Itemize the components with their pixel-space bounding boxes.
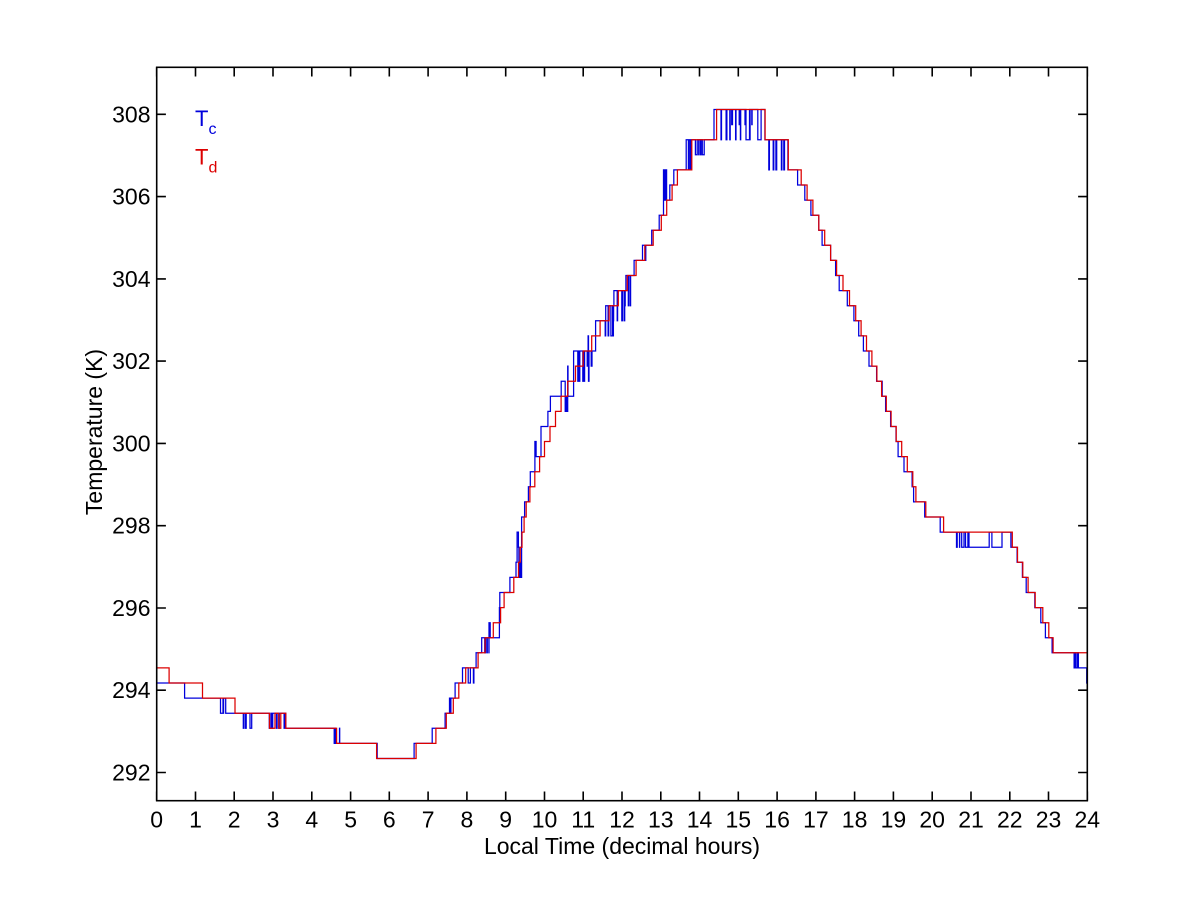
- svg-text:294: 294: [112, 677, 151, 703]
- svg-text:22: 22: [997, 807, 1023, 833]
- svg-text:20: 20: [919, 807, 945, 833]
- svg-text:300: 300: [112, 430, 150, 456]
- svg-text:12: 12: [609, 807, 635, 833]
- svg-text:21: 21: [958, 807, 984, 833]
- svg-text:18: 18: [842, 807, 868, 833]
- svg-text:298: 298: [112, 513, 150, 539]
- svg-text:304: 304: [112, 266, 151, 292]
- svg-text:11: 11: [571, 807, 595, 833]
- svg-text:15: 15: [726, 807, 752, 833]
- svg-text:17: 17: [803, 807, 829, 833]
- svg-text:Temperature (K): Temperature (K): [81, 349, 107, 515]
- svg-text:2: 2: [228, 807, 241, 833]
- svg-text:23: 23: [1036, 807, 1062, 833]
- svg-text:5: 5: [344, 807, 357, 833]
- svg-text:1: 1: [189, 807, 202, 833]
- svg-text:8: 8: [461, 807, 474, 833]
- svg-text:4: 4: [305, 807, 318, 833]
- svg-text:10: 10: [532, 807, 558, 833]
- svg-text:19: 19: [881, 807, 907, 833]
- svg-text:24: 24: [1075, 807, 1101, 833]
- svg-text:Local Time (decimal hours): Local Time (decimal hours): [484, 833, 760, 859]
- svg-text:7: 7: [422, 807, 435, 833]
- svg-text:6: 6: [383, 807, 396, 833]
- svg-text:16: 16: [764, 807, 790, 833]
- svg-text:3: 3: [267, 807, 280, 833]
- svg-text:308: 308: [112, 101, 150, 127]
- svg-text:0: 0: [150, 807, 163, 833]
- svg-text:302: 302: [112, 348, 150, 374]
- svg-text:13: 13: [648, 807, 674, 833]
- svg-text:296: 296: [112, 595, 150, 621]
- svg-text:306: 306: [112, 184, 150, 210]
- svg-text:9: 9: [499, 807, 512, 833]
- svg-text:292: 292: [112, 760, 150, 786]
- svg-text:14: 14: [687, 807, 713, 833]
